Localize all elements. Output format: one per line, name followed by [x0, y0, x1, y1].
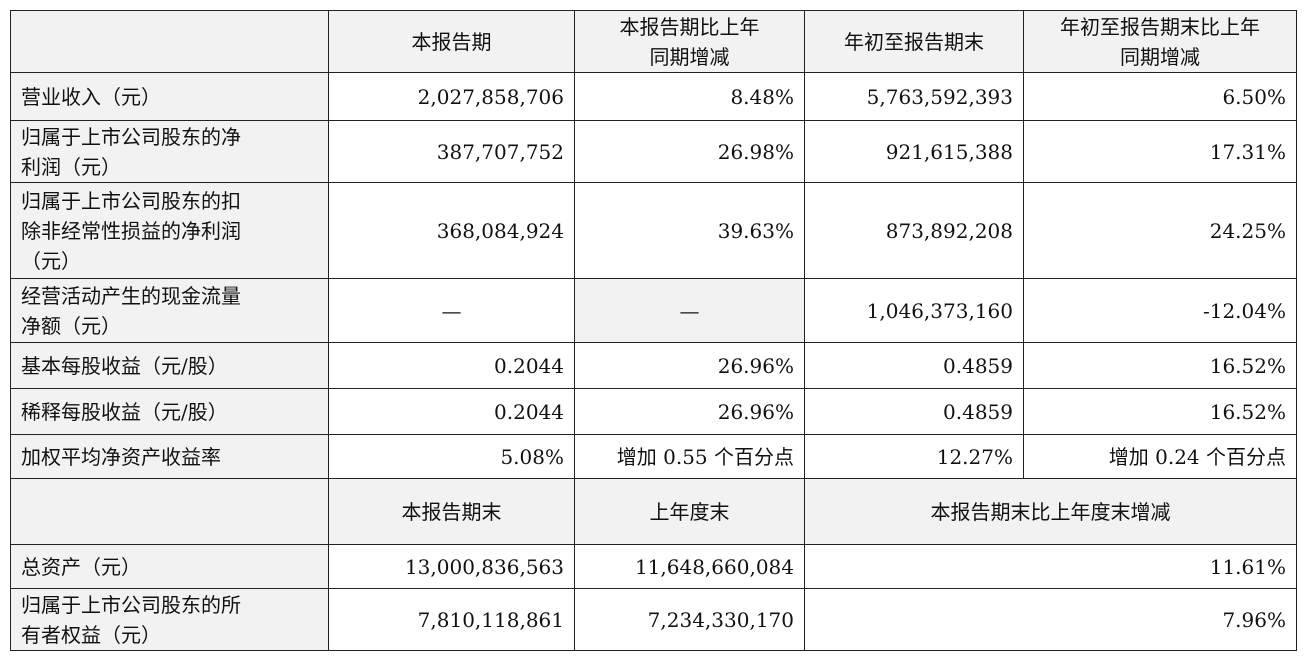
header-ytd-change: 年初至报告期末比上年 同期增减 — [1023, 10, 1297, 73]
header-row: 本报告期 本报告期比上年 同期增减 年初至报告期末 年初至报告期末比上年 同期增减 — [10, 10, 1297, 73]
row-label-line: 经营活动产生的现金流量 — [21, 283, 241, 308]
value-cell: 7.96% — [804, 588, 1297, 651]
row-label-line: 营业收入（元） — [21, 84, 161, 109]
value-cell: 增加 0.24 个百分点 — [1023, 434, 1297, 479]
header-blank-cell — [10, 478, 329, 545]
header-ytd-change-line2: 同期增减 — [1120, 44, 1200, 69]
value-cell: 16.52% — [1023, 388, 1297, 435]
value-cell: 8.48% — [574, 72, 805, 121]
value-cell: 16.52% — [1023, 342, 1297, 389]
value-cell: 26.96% — [574, 342, 805, 389]
header-ytd-text: 年初至报告期末 — [844, 29, 984, 54]
header-ytd-change-line1: 年初至报告期末比上年 — [1060, 14, 1260, 39]
value-cell: 7,234,330,170 — [574, 588, 805, 651]
header-blank-cell — [10, 10, 329, 73]
row-label-line: 总资产（元） — [21, 554, 141, 579]
value-cell: 5.08% — [328, 434, 575, 479]
value-cell: 17.31% — [1023, 120, 1297, 183]
table-row: 稀释每股收益（元/股） 0.2044 26.96% 0.4859 16.52% — [10, 388, 1297, 435]
row-label-line: 归属于上市公司股东的净 — [21, 124, 241, 149]
header-change-line1: 本报告期比上年 — [619, 14, 760, 39]
row-label-line: （元） — [21, 248, 81, 273]
header-current-period: 本报告期 — [328, 10, 575, 73]
row-label-line: 净额（元） — [21, 313, 121, 338]
value-cell: 387,707,752 — [328, 120, 575, 183]
row-label-line: 稀释每股收益（元/股） — [21, 399, 228, 424]
value-cell: 1,046,373,160 — [804, 278, 1024, 343]
row-label-line: 利润（元） — [21, 154, 121, 179]
financial-summary-table: 本报告期 本报告期比上年 同期增减 年初至报告期末 年初至报告期末比上年 同期增减 … — [10, 10, 1297, 651]
row-label: 加权平均净资产收益率 — [10, 434, 329, 479]
table-row: 归属于上市公司股东的扣 除非经常性损益的净利润 （元） 368,084,924 39… — [10, 182, 1297, 279]
row-label: 总资产（元） — [10, 544, 329, 589]
value-cell: 7,810,118,861 — [328, 588, 575, 651]
row-label: 归属于上市公司股东的扣 除非经常性损益的净利润 （元） — [10, 182, 329, 279]
value-cell: 39.63% — [574, 182, 805, 279]
value-cell: 13,000,836,563 — [328, 544, 575, 589]
table-row: 基本每股收益（元/股） 0.2044 26.96% 0.4859 16.52% — [10, 342, 1297, 389]
value-cell: 6.50% — [1023, 72, 1297, 121]
value-cell: 2,027,858,706 — [328, 72, 575, 121]
value-cell: 368,084,924 — [328, 182, 575, 279]
value-cell: 26.98% — [574, 120, 805, 183]
row-label: 基本每股收益（元/股） — [10, 342, 329, 389]
value-cell: 0.4859 — [804, 342, 1024, 389]
value-cell: 11,648,660,084 — [574, 544, 805, 589]
table-row: 经营活动产生的现金流量 净额（元） — — 1,046,373,160 -12.0… — [10, 278, 1297, 343]
value-cell: 921,615,388 — [804, 120, 1024, 183]
value-cell: 0.2044 — [328, 388, 575, 435]
header-period-end: 本报告期末 — [328, 478, 575, 545]
header-prior-year-end: 上年度末 — [574, 478, 805, 545]
value-cell: — — [328, 278, 575, 343]
row-label-line: 加权平均净资产收益率 — [21, 444, 221, 469]
row-label: 归属于上市公司股东的所 有者权益（元） — [10, 588, 329, 651]
header-current-period-text: 本报告期 — [411, 29, 492, 54]
row-label-line: 归属于上市公司股东的所 — [21, 592, 241, 617]
row-label: 归属于上市公司股东的净 利润（元） — [10, 120, 329, 183]
value-cell: 5,763,592,393 — [804, 72, 1024, 121]
value-cell: 0.4859 — [804, 388, 1024, 435]
row-label-line: 基本每股收益（元/股） — [21, 353, 228, 378]
value-cell: — — [574, 278, 805, 343]
row-label-line: 除非经常性损益的净利润 — [21, 218, 241, 243]
header-current-period-change: 本报告期比上年 同期增减 — [574, 10, 805, 73]
table-row: 加权平均净资产收益率 5.08% 增加 0.55 个百分点 12.27% 增加 … — [10, 434, 1297, 479]
header-change-line2: 同期增减 — [649, 44, 730, 69]
value-cell: 12.27% — [804, 434, 1024, 479]
value-cell: -12.04% — [1023, 278, 1297, 343]
row-label-line: 有者权益（元） — [21, 622, 161, 647]
table-row: 营业收入（元） 2,027,858,706 8.48% 5,763,592,39… — [10, 72, 1297, 121]
table-row: 归属于上市公司股东的所 有者权益（元） 7,810,118,861 7,234,3… — [10, 588, 1297, 651]
row-label-line: 归属于上市公司股东的扣 — [21, 188, 241, 213]
value-cell: 26.96% — [574, 388, 805, 435]
table-row: 总资产（元） 13,000,836,563 11,648,660,084 11.… — [10, 544, 1297, 589]
table-row: 归属于上市公司股东的净 利润（元） 387,707,752 26.98% 921,… — [10, 120, 1297, 183]
row-label: 营业收入（元） — [10, 72, 329, 121]
row-label: 稀释每股收益（元/股） — [10, 388, 329, 435]
header-period-end-change: 本报告期末比上年度末增减 — [804, 478, 1297, 545]
header-row-2: 本报告期末 上年度末 本报告期末比上年度末增减 — [10, 478, 1297, 545]
value-cell: 24.25% — [1023, 182, 1297, 279]
value-cell: 增加 0.55 个百分点 — [574, 434, 805, 479]
value-cell: 0.2044 — [328, 342, 575, 389]
row-label: 经营活动产生的现金流量 净额（元） — [10, 278, 329, 343]
value-cell: 11.61% — [804, 544, 1297, 589]
value-cell: 873,892,208 — [804, 182, 1024, 279]
header-ytd: 年初至报告期末 — [804, 10, 1024, 73]
